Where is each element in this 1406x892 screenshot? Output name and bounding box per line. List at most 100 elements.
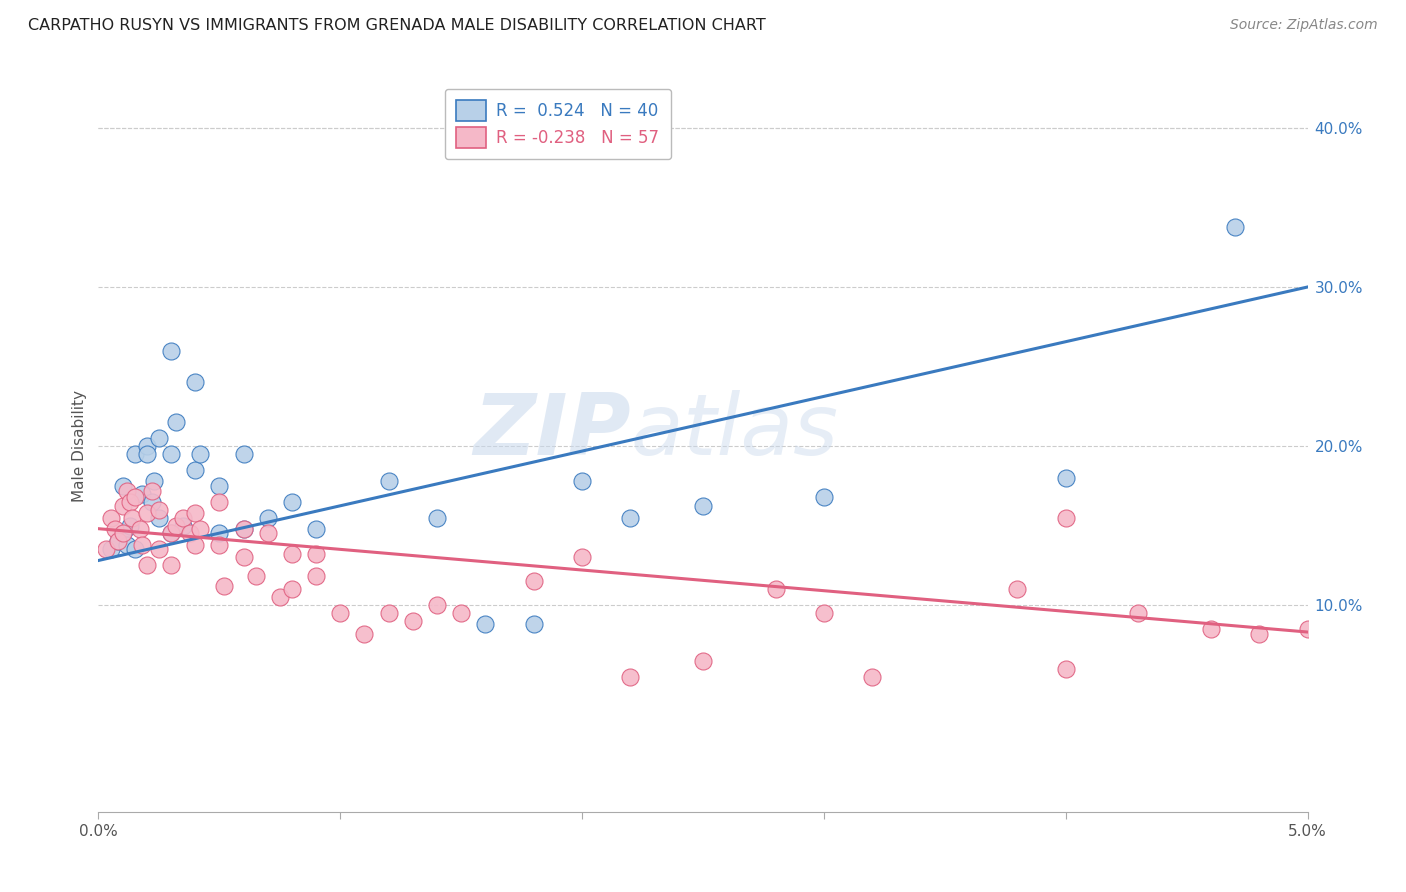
Point bbox=[184, 506, 207, 520]
Point bbox=[104, 522, 127, 536]
Point bbox=[107, 534, 129, 549]
Point bbox=[118, 518, 141, 533]
Point bbox=[141, 494, 163, 508]
Point bbox=[450, 606, 472, 620]
Point bbox=[813, 490, 835, 504]
Point bbox=[269, 590, 291, 604]
Point bbox=[94, 542, 117, 557]
Point bbox=[813, 606, 835, 620]
Point bbox=[118, 494, 141, 508]
Point bbox=[148, 542, 170, 557]
Point bbox=[111, 526, 134, 541]
Point bbox=[143, 474, 166, 488]
Point bbox=[281, 547, 304, 561]
Point bbox=[131, 486, 153, 500]
Point bbox=[212, 579, 235, 593]
Point bbox=[232, 550, 254, 565]
Point bbox=[160, 343, 183, 358]
Point bbox=[124, 542, 146, 557]
Point bbox=[188, 447, 211, 461]
Text: Source: ZipAtlas.com: Source: ZipAtlas.com bbox=[1230, 18, 1378, 32]
Point bbox=[135, 558, 157, 573]
Point bbox=[107, 534, 129, 549]
Point bbox=[402, 614, 425, 628]
Point bbox=[305, 522, 328, 536]
Point bbox=[232, 447, 254, 461]
Point bbox=[135, 439, 157, 453]
Point bbox=[1054, 510, 1077, 524]
Point bbox=[111, 479, 134, 493]
Point bbox=[232, 522, 254, 536]
Point bbox=[148, 502, 170, 516]
Point bbox=[172, 510, 194, 524]
Point bbox=[353, 626, 375, 640]
Point bbox=[135, 506, 157, 520]
Point bbox=[208, 479, 231, 493]
Point bbox=[692, 500, 714, 514]
Point bbox=[1054, 471, 1077, 485]
Point bbox=[256, 526, 278, 541]
Legend: Carpatho Rusyns, Immigrants from Grenada: Carpatho Rusyns, Immigrants from Grenada bbox=[489, 885, 917, 892]
Point bbox=[160, 526, 183, 541]
Point bbox=[165, 415, 187, 429]
Point bbox=[100, 510, 122, 524]
Point bbox=[1249, 626, 1271, 640]
Point bbox=[571, 474, 593, 488]
Point bbox=[131, 538, 153, 552]
Point bbox=[426, 510, 449, 524]
Text: ZIP: ZIP bbox=[472, 390, 630, 473]
Point bbox=[141, 483, 163, 498]
Point bbox=[121, 510, 143, 524]
Text: atlas: atlas bbox=[630, 390, 838, 473]
Y-axis label: Male Disability: Male Disability bbox=[72, 390, 87, 502]
Point bbox=[165, 518, 187, 533]
Point bbox=[208, 526, 231, 541]
Point bbox=[184, 538, 207, 552]
Point bbox=[619, 669, 641, 683]
Point bbox=[148, 510, 170, 524]
Point bbox=[860, 669, 883, 683]
Point bbox=[184, 463, 207, 477]
Point bbox=[135, 447, 157, 461]
Point bbox=[179, 526, 201, 541]
Point bbox=[1128, 606, 1150, 620]
Point bbox=[1199, 622, 1222, 636]
Point bbox=[117, 483, 139, 498]
Point bbox=[571, 550, 593, 565]
Point bbox=[474, 617, 496, 632]
Point bbox=[188, 522, 211, 536]
Point bbox=[281, 582, 304, 596]
Point bbox=[377, 474, 399, 488]
Point bbox=[256, 510, 278, 524]
Point bbox=[523, 574, 546, 589]
Point bbox=[523, 617, 546, 632]
Point bbox=[124, 490, 146, 504]
Point bbox=[305, 569, 328, 583]
Point bbox=[111, 500, 134, 514]
Point bbox=[1223, 219, 1246, 234]
Point bbox=[208, 538, 231, 552]
Point bbox=[111, 526, 134, 541]
Point bbox=[172, 518, 194, 533]
Point bbox=[1296, 622, 1319, 636]
Point bbox=[377, 606, 399, 620]
Point bbox=[426, 598, 449, 612]
Point bbox=[281, 494, 304, 508]
Point bbox=[160, 558, 183, 573]
Point bbox=[148, 431, 170, 445]
Point bbox=[765, 582, 787, 596]
Point bbox=[619, 510, 641, 524]
Text: CARPATHO RUSYN VS IMMIGRANTS FROM GRENADA MALE DISABILITY CORRELATION CHART: CARPATHO RUSYN VS IMMIGRANTS FROM GRENAD… bbox=[28, 18, 766, 33]
Point bbox=[117, 538, 139, 552]
Point bbox=[100, 542, 122, 557]
Point bbox=[329, 606, 352, 620]
Point bbox=[1054, 662, 1077, 676]
Point bbox=[160, 526, 183, 541]
Point bbox=[160, 447, 183, 461]
Point bbox=[305, 547, 328, 561]
Point bbox=[692, 654, 714, 668]
Point bbox=[184, 376, 207, 390]
Point bbox=[208, 494, 231, 508]
Point bbox=[1007, 582, 1029, 596]
Point bbox=[128, 522, 150, 536]
